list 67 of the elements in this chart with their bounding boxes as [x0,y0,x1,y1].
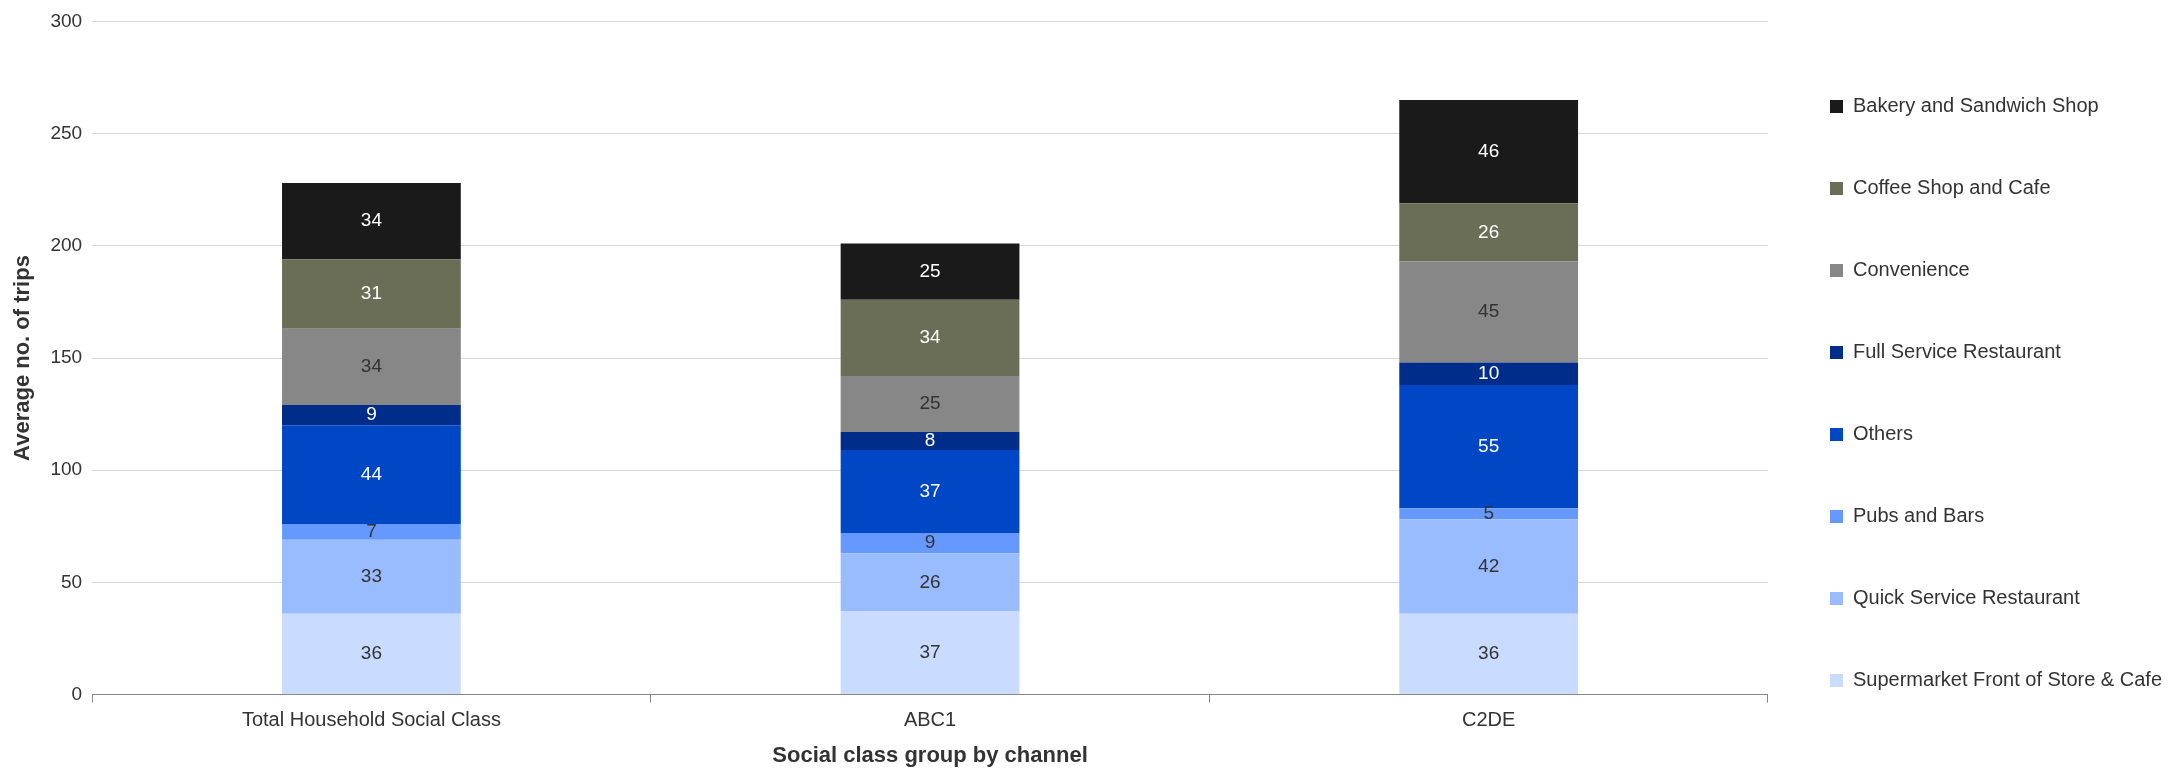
data-label: 36 [1478,642,1500,664]
data-label: 5 [1483,502,1494,524]
legend-label: Bakery and Sandwich Shop [1852,94,2099,117]
bar [282,425,461,525]
data-label: 37 [919,479,941,501]
bar [840,553,1020,612]
bar [840,243,1020,300]
bar [1399,362,1579,385]
y-tick-label: 300 [50,9,83,31]
legend-label: Quick Service Restaurant [1852,586,2081,609]
data-label: 26 [1478,220,1500,242]
data-label: 34 [360,209,383,231]
data-label: 44 [360,462,383,484]
bar [840,533,1020,554]
x-tick-label: ABC1 [903,708,957,731]
y-tick-label: 200 [50,234,83,256]
data-label: 25 [919,259,941,281]
x-tick-label: Total Household Social Class [241,708,501,731]
bar [282,613,461,695]
bar [1399,519,1579,614]
x-tick-label: C2DE [1461,708,1516,731]
data-label: 8 [924,429,936,451]
data-label: 34 [919,326,942,348]
legend-label: Convenience [1852,258,1970,281]
data-label: 37 [919,641,941,663]
data-label: 26 [919,570,941,592]
legend-label: Supermarket Front of Store & Cafe [1852,668,2163,691]
data-label: 46 [1478,139,1500,161]
bar [282,524,461,540]
y-axis-title: Average no. of trips [9,255,35,461]
legend-label: Pubs and Bars [1852,504,1985,527]
y-tick-label: 250 [50,121,83,143]
y-tick-label: 100 [50,458,83,480]
y-tick-label: 50 [60,570,83,592]
bar [840,611,1020,695]
bar [840,432,1020,450]
x-axis-title: Social class group by channel [772,741,1088,767]
y-tick-label: 150 [50,346,83,368]
bar [282,328,461,406]
y-tick-label: 0 [71,682,83,704]
bar [1399,99,1579,204]
bar [282,182,461,260]
data-label: 42 [1478,554,1500,576]
data-label: 34 [360,355,383,377]
data-label: 31 [360,282,382,304]
bar [840,450,1020,534]
bar [1399,508,1579,520]
data-label: 10 [1478,361,1500,383]
bar [840,299,1020,376]
bar [282,405,461,426]
legend-label: Others [1852,422,1914,445]
bar [1399,203,1579,262]
bar [1399,261,1579,363]
bar [282,259,461,329]
data-label: 55 [1478,434,1500,456]
bar [282,539,461,614]
legend-label: Full Service Restaurant [1852,340,2062,363]
data-label: 9 [924,531,936,553]
bar [1399,613,1579,695]
data-label: 36 [360,642,382,664]
data-label: 33 [360,565,382,587]
data-label: 7 [366,520,377,542]
data-label: 9 [366,403,377,425]
data-label: 25 [919,392,941,414]
bar [840,375,1020,433]
legend-label: Coffee Shop and Cafe [1852,176,2051,199]
data-label: 45 [1478,300,1500,322]
